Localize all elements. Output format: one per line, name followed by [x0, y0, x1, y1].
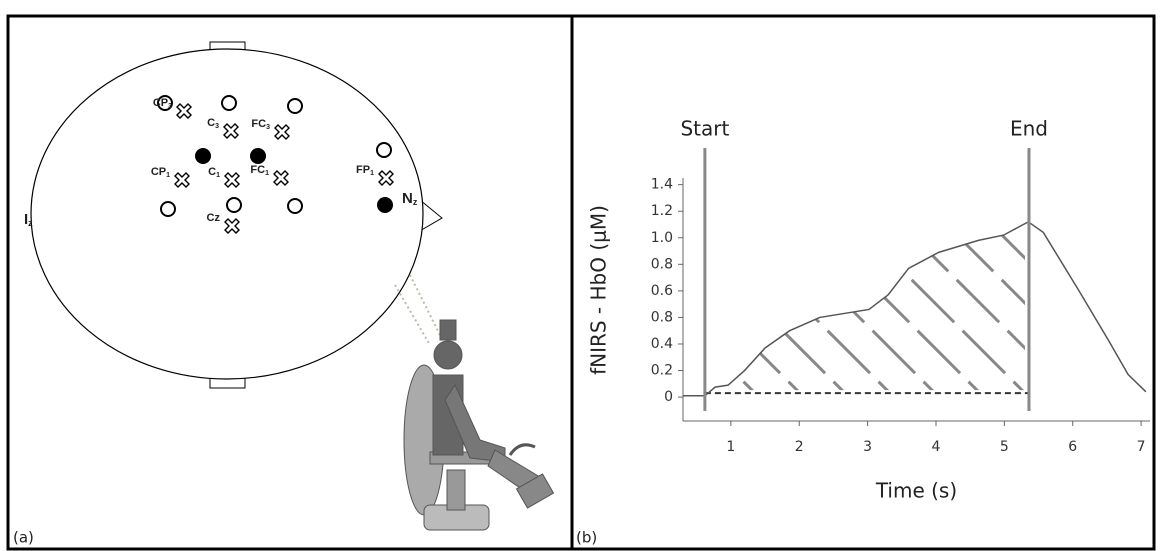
hatch-line	[720, 178, 970, 428]
electrode-label: Cz	[207, 212, 221, 224]
x-tick-label: 3	[863, 439, 872, 455]
label-sub: 3	[168, 103, 172, 110]
optode-open	[377, 143, 391, 157]
label-base: CP	[153, 97, 168, 109]
x-tick-label: 6	[1068, 439, 1077, 455]
hatch-line	[1080, 178, 1161, 428]
chart: 0 0.2 0.4 0.8 0.6 0.8 1.0 1.2 1.4 1 2 3 4 5 6 7 Time (s)…	[405, 117, 1161, 503]
label-sub: 1	[265, 170, 269, 177]
hatch-line	[495, 178, 745, 428]
x-tick-label: 7	[1137, 439, 1146, 455]
x-tick-label: 2	[795, 439, 804, 455]
data-line	[683, 222, 1146, 396]
label-base: C	[207, 117, 215, 129]
label-sub: 3	[266, 124, 270, 131]
optode-open	[227, 198, 241, 212]
hatch-line	[990, 178, 1161, 428]
y-tick-label: 1.4	[651, 177, 673, 193]
y-tick-label: 0.6	[651, 283, 673, 299]
hatch	[405, 178, 1161, 428]
y-tick-label: 0	[664, 389, 673, 405]
x-tick-label: 1	[726, 439, 735, 455]
label-base: C	[208, 166, 216, 178]
x-axis-label: Time (s)	[875, 479, 957, 503]
hatch-line	[945, 178, 1161, 428]
subject-figure	[404, 320, 553, 530]
optode-filled	[377, 197, 393, 213]
figure: (a) (b) Iz Nz CP3C3FC3CP1C1FC1FP1Cz 00.2…	[0, 0, 1161, 551]
label-base: CP	[151, 166, 166, 178]
optode-open	[288, 99, 302, 113]
hatch-line	[855, 178, 1105, 428]
hatch	[405, 178, 1161, 428]
optode-filled	[250, 148, 266, 164]
pointer	[395, 285, 430, 345]
marker-label: Start	[680, 117, 729, 141]
hatch-line	[810, 178, 1060, 428]
hatch-line	[675, 178, 925, 428]
label-base: Cz	[207, 212, 221, 224]
y-tick-label: 0.2	[651, 363, 673, 379]
y-tick-label: 0.4	[651, 336, 673, 352]
panel-label: (b)	[576, 529, 597, 547]
label-sub: 1	[166, 172, 170, 179]
label-sub: z	[28, 218, 33, 228]
label-base: FC	[251, 118, 266, 130]
hatch-line	[585, 178, 835, 428]
label-base: FC	[250, 164, 265, 176]
label-base: N	[402, 190, 413, 207]
panel-label: (a)	[13, 529, 34, 547]
y-tick-label: 0.8	[651, 309, 673, 325]
y-axis-label: fNIRS - HbO (μM)	[587, 205, 611, 375]
optode-open	[222, 96, 236, 110]
hatch-line	[900, 178, 1150, 428]
y-tick-label: 1.0	[651, 230, 673, 246]
label-sub: 3	[215, 123, 219, 130]
hatch-line	[1125, 178, 1161, 428]
label-sub: z	[413, 197, 418, 207]
x-tick-label: 5	[1000, 439, 1009, 455]
page: {"panel_a": {"label": "(a)", "left_label…	[0, 0, 1161, 551]
hatch-line	[1035, 178, 1161, 428]
label-sub: 1	[216, 172, 220, 179]
x-tick-label: 4	[932, 439, 941, 455]
optode-open	[288, 199, 302, 213]
optode-open	[161, 202, 175, 216]
y-tick-label: 0.8	[651, 256, 673, 272]
optode-filled	[195, 148, 211, 164]
label-base: FP	[356, 164, 370, 176]
y-tick-label: 1.2	[651, 203, 673, 219]
hatch-line	[765, 178, 1015, 428]
marker-label: End	[1010, 117, 1048, 141]
label-sub: 1	[370, 170, 374, 177]
